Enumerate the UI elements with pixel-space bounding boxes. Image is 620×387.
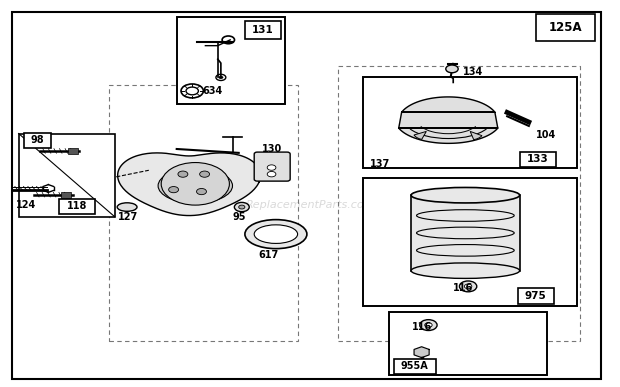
Bar — [24, 133, 51, 148]
Circle shape — [464, 284, 472, 289]
Ellipse shape — [245, 220, 307, 248]
Ellipse shape — [411, 187, 520, 203]
Text: 130: 130 — [262, 144, 283, 154]
Circle shape — [420, 320, 437, 330]
Bar — [520, 152, 556, 167]
Circle shape — [267, 165, 276, 170]
Text: 127: 127 — [118, 212, 138, 222]
Bar — [177, 17, 285, 104]
Circle shape — [267, 171, 276, 177]
Ellipse shape — [117, 203, 137, 211]
Text: 98: 98 — [30, 135, 44, 146]
Ellipse shape — [254, 225, 298, 243]
Text: 137: 137 — [370, 159, 390, 170]
Circle shape — [218, 76, 223, 79]
Bar — [518, 288, 554, 304]
Bar — [59, 199, 95, 214]
Text: 134: 134 — [463, 67, 484, 77]
Bar — [68, 148, 78, 154]
Circle shape — [459, 281, 477, 292]
Bar — [394, 359, 436, 374]
Circle shape — [425, 323, 432, 327]
Circle shape — [178, 171, 188, 177]
Circle shape — [200, 171, 210, 177]
Bar — [245, 21, 281, 39]
Wedge shape — [414, 132, 427, 139]
Circle shape — [234, 202, 249, 212]
Bar — [108, 85, 298, 341]
Text: ReplacementParts.com: ReplacementParts.com — [246, 200, 374, 210]
Polygon shape — [414, 347, 429, 358]
Polygon shape — [118, 153, 260, 216]
Circle shape — [161, 163, 229, 205]
Text: 617: 617 — [259, 250, 279, 260]
Text: 95: 95 — [232, 212, 246, 222]
Text: 955A: 955A — [401, 361, 428, 372]
Circle shape — [197, 188, 206, 195]
Text: 104: 104 — [536, 130, 557, 140]
Ellipse shape — [158, 168, 232, 203]
Text: 116: 116 — [453, 283, 473, 293]
Text: 975: 975 — [525, 291, 547, 301]
Wedge shape — [470, 132, 482, 140]
Text: 124: 124 — [16, 200, 36, 210]
Text: 131: 131 — [252, 25, 274, 35]
Text: 133: 133 — [526, 154, 549, 164]
Ellipse shape — [411, 263, 520, 278]
Bar — [411, 195, 520, 271]
Bar — [338, 66, 580, 341]
Polygon shape — [399, 97, 498, 143]
Text: 118: 118 — [67, 201, 87, 211]
Bar — [536, 14, 595, 41]
Circle shape — [446, 65, 458, 73]
Text: 116: 116 — [412, 322, 433, 332]
Text: 634: 634 — [203, 86, 223, 96]
FancyBboxPatch shape — [254, 152, 290, 181]
Bar — [363, 178, 577, 306]
Bar — [363, 77, 577, 168]
Bar — [389, 312, 547, 375]
Bar — [61, 192, 71, 198]
Circle shape — [239, 205, 245, 209]
Text: 125A: 125A — [549, 21, 583, 34]
Bar — [19, 134, 115, 217]
Circle shape — [169, 187, 179, 193]
